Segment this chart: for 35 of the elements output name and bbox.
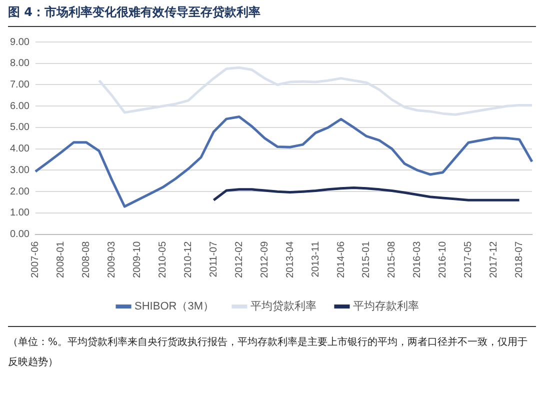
x-tick-label: 2009-10: [132, 240, 144, 278]
x-tick-label: 2008-01: [56, 240, 67, 278]
legend-label: SHIBOR（3M）: [134, 300, 214, 313]
x-tick-label: 2017-12: [488, 240, 500, 278]
x-tick-label: 2010-12: [182, 240, 194, 278]
y-tick-label: 7.00: [10, 79, 30, 90]
x-tick-label: 2016-10: [438, 240, 449, 278]
x-tick-label: 2013-11: [310, 240, 322, 278]
y-tick-label: 0.00: [10, 229, 30, 240]
x-tick-label: 2012-02: [234, 240, 245, 278]
y-tick-label: 3.00: [10, 164, 30, 176]
y-tick-label: 6.00: [10, 100, 30, 112]
x-tick-label: 2011-07: [208, 240, 220, 278]
x-tick-label: 2012-09: [259, 240, 270, 278]
x-tick-label: 2015-08: [386, 240, 398, 278]
legend-label: 平均存款利率: [352, 300, 419, 313]
y-tick-label: 9.00: [10, 36, 30, 48]
legend-label: 平均贷款利率: [250, 300, 316, 313]
x-tick-label: 2009-03: [106, 240, 118, 278]
chart-title: 图 4：市场利率变化很难有效传导至存贷款利率: [8, 4, 536, 27]
x-tick-label: 2016-03: [412, 240, 424, 278]
text: （单位：%。平均贷款利率来自央行货政执行报告，平均存款利率是主要上市银行的平均，两者口径并不一致，仅用于反映趋势）: [8, 326, 536, 373]
y-tick-label: 5.00: [10, 122, 30, 134]
x-tick-label: 2018-07: [514, 240, 526, 278]
x-tick-label: 2008-08: [81, 240, 92, 278]
y-tick-label: 4.00: [10, 144, 30, 155]
x-tick-label: 2013-04: [284, 240, 296, 278]
x-tick-label: 2017-05: [463, 240, 474, 278]
y-tick-label: 8.00: [10, 58, 30, 70]
x-tick-label: 2015-01: [361, 240, 372, 278]
x-tick-label: 2010-05: [158, 240, 169, 278]
y-tick-label: 2.00: [10, 186, 30, 198]
y-tick-label: 1.00: [10, 208, 30, 219]
x-tick-label: 2014-06: [336, 240, 347, 278]
x-tick-label: 2007-06: [30, 240, 42, 278]
